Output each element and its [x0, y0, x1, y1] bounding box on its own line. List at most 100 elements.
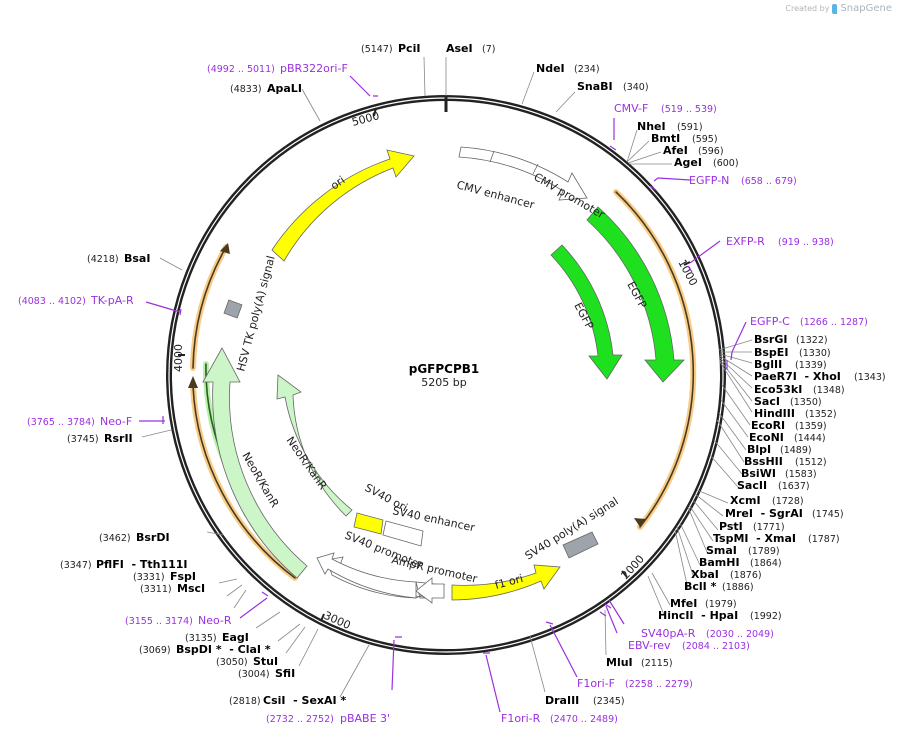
enzyme-afei[interactable]: AfeI [663, 144, 688, 157]
enzyme-psti[interactable]: PstI [719, 520, 743, 533]
enzyme-fspi[interactable]: FspI [170, 570, 196, 583]
enzyme-paer7i-xhoi[interactable]: PaeR7I - XhoI [754, 370, 841, 383]
enzyme-bmti[interactable]: BmtI [651, 132, 680, 145]
svg-text:(2345): (2345) [593, 696, 625, 707]
svg-text:(340): (340) [623, 82, 649, 93]
enzyme-bcli[interactable]: BclI * [684, 580, 717, 593]
primer-egfp-c[interactable]: EGFP-C [750, 315, 790, 328]
svg-text:(3745): (3745) [67, 434, 99, 445]
enzyme-eco53ki[interactable]: Eco53kI [754, 383, 802, 396]
enzyme-bspdi-clai[interactable]: BspDI * - ClaI * [176, 643, 271, 656]
svg-text:(3311): (3311) [140, 584, 172, 595]
enzyme-snabi[interactable]: SnaBI [577, 80, 613, 93]
svg-text:(2732 .. 2752): (2732 .. 2752) [266, 714, 334, 725]
enzyme-ecori[interactable]: EcoRI [751, 419, 785, 432]
enzyme-bsshii[interactable]: BssHII [744, 455, 783, 468]
enzyme-bsai[interactable]: BsaI [124, 252, 150, 265]
feature-neor-outer[interactable] [202, 347, 308, 579]
svg-text:(1352): (1352) [805, 409, 837, 420]
enzyme-sacii[interactable]: SacII [737, 479, 767, 492]
svg-text:(1444): (1444) [794, 433, 826, 444]
svg-text:(1745): (1745) [812, 509, 844, 520]
enzyme-mrei-sgrai[interactable]: MreI - SgrAI [725, 507, 803, 520]
enzyme-pflfi-tth111i[interactable]: PflFI - Tth111I [96, 558, 188, 571]
primer-f1ori-f[interactable]: F1ori-F [577, 677, 615, 690]
svg-text:(1350): (1350) [790, 397, 822, 408]
svg-text:(5147): (5147) [361, 44, 393, 55]
enzyme-draiii[interactable]: DraIII [545, 694, 579, 707]
svg-text:(234): (234) [574, 64, 600, 75]
svg-text:(1348): (1348) [813, 385, 845, 396]
enzyme-asei[interactable]: AseI [446, 42, 473, 55]
enzyme-nhei[interactable]: NheI [637, 120, 666, 133]
enzyme-apali[interactable]: ApaLI [267, 82, 302, 95]
svg-text:(4992 .. 5011): (4992 .. 5011) [207, 64, 275, 75]
primer-exfp-r[interactable]: EXFP-R [726, 235, 765, 248]
enzyme-rsrii[interactable]: RsrII [104, 432, 133, 445]
primer-tk-pa-r[interactable]: TK-pA-R [90, 294, 134, 307]
primer-egfp-n[interactable]: EGFP-N [689, 174, 729, 187]
feature-f1-ori[interactable] [451, 564, 561, 601]
enzyme-bamhi[interactable]: BamHI [699, 556, 740, 569]
enzyme-hincii-hpai[interactable]: HincII - HpaI [658, 609, 738, 622]
enzyme-bglii[interactable]: BglII [754, 358, 782, 371]
enzyme-smai[interactable]: SmaI [706, 544, 737, 557]
svg-text:(1512): (1512) [795, 457, 827, 468]
svg-text:(3347): (3347) [60, 560, 92, 571]
svg-text:(3765 .. 3784): (3765 .. 3784) [27, 417, 95, 428]
feature-hsv-tk-polya[interactable] [223, 299, 243, 319]
svg-text:(591): (591) [677, 122, 703, 133]
enzyme-bspei[interactable]: BspEI [754, 346, 788, 359]
enzyme-tspmi-xmai[interactable]: TspMI - XmaI [713, 532, 796, 545]
primer-pbabe-3[interactable]: pBABE 3' [340, 712, 390, 725]
enzyme-blpi[interactable]: BlpI [747, 443, 771, 456]
label-cmv-enhancer: CMV enhancer [455, 178, 536, 211]
enzyme-mlui[interactable]: MluI [606, 656, 633, 669]
enzyme-labels: AseI (7) NdeI (234) SnaBI (340) NheI (59… [60, 42, 886, 707]
primer-sv40pa-r[interactable]: SV40pA-R [641, 627, 696, 640]
primer-neo-r[interactable]: Neo-R [198, 614, 232, 627]
svg-text:(7): (7) [482, 44, 495, 55]
feature-ampr-promoter[interactable] [415, 577, 445, 604]
svg-text:(1728): (1728) [772, 496, 804, 507]
enzyme-hindiii[interactable]: HindIII [754, 407, 795, 420]
enzyme-bsrgi[interactable]: BsrGI [754, 333, 787, 346]
primer-ebv-rev[interactable]: EBV-rev [628, 639, 671, 652]
enzyme-xcmi[interactable]: XcmI [730, 494, 761, 507]
enzyme-sfii-label[interactable]: SfiI [275, 667, 295, 680]
enzyme-econi[interactable]: EcoNI [749, 431, 784, 444]
primer-neo-f[interactable]: Neo-F [100, 415, 132, 428]
enzyme-agei[interactable]: AgeI [674, 156, 702, 169]
enzyme-xbai[interactable]: XbaI [691, 568, 719, 581]
feature-neor-inner[interactable] [276, 374, 353, 517]
svg-text:(1583): (1583) [785, 469, 817, 480]
enzyme-saci[interactable]: SacI [754, 395, 780, 408]
primer-pbr322ori-f[interactable]: pBR322ori-F [280, 62, 348, 75]
enzyme-stui[interactable]: StuI [253, 655, 278, 668]
svg-text:(3050): (3050) [216, 657, 248, 668]
svg-text:(3331): (3331) [133, 572, 165, 583]
primer-cmv-f[interactable]: CMV-F [614, 102, 648, 115]
enzyme-bsiwi[interactable]: BsiWI [741, 467, 776, 480]
enzyme-pcii[interactable]: PciI [398, 42, 420, 55]
enzyme-csii-sexai[interactable]: CsiI - SexAI * [263, 694, 346, 707]
svg-text:(600): (600) [713, 158, 739, 169]
feature-ori[interactable] [271, 149, 415, 262]
enzyme-eagi[interactable]: EagI [222, 631, 249, 644]
feature-sv40-polya[interactable] [562, 531, 599, 559]
svg-text:(2818): (2818) [229, 696, 261, 707]
enzyme-msci[interactable]: MscI [177, 582, 205, 595]
feature-sv40-enhancer[interactable] [382, 520, 424, 547]
svg-text:(1864): (1864) [750, 558, 782, 569]
svg-text:(1787): (1787) [808, 534, 840, 545]
feature-egfp-inner[interactable] [550, 244, 623, 380]
feature-egfp-outer[interactable] [586, 206, 685, 383]
svg-text:(1489): (1489) [780, 445, 812, 456]
enzyme-mfei[interactable]: MfeI [670, 597, 697, 610]
feature-sv40-ori[interactable] [353, 512, 384, 535]
primer-f1ori-r[interactable]: F1ori-R [501, 712, 541, 725]
position-ticks: 1000 2000 3000 4000 5000 [172, 107, 700, 632]
enzyme-bsrdi-label[interactable]: BsrDI [136, 531, 170, 544]
enzyme-ndei[interactable]: NdeI [536, 62, 565, 75]
svg-text:(519 .. 539): (519 .. 539) [661, 104, 717, 115]
